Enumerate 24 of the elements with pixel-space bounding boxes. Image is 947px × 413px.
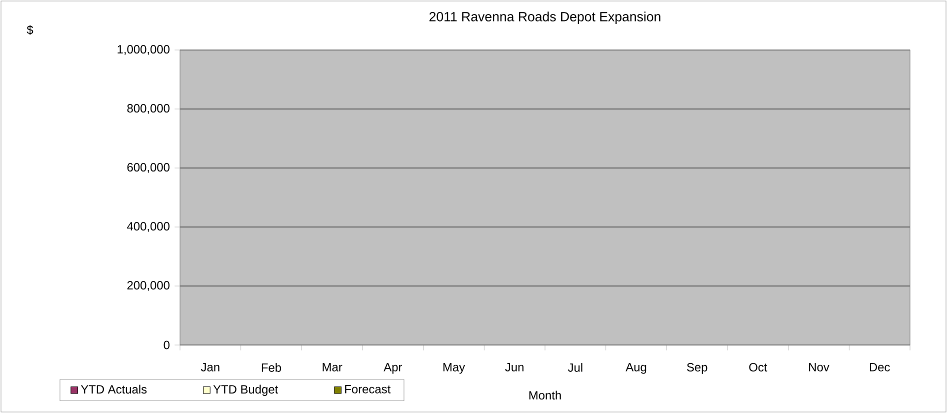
y-tick-label: 800,000 (127, 104, 170, 114)
x-tick-label: May (443, 363, 466, 374)
legend-label: YTD Budget (213, 384, 278, 396)
x-tick-label: Sep (686, 363, 708, 374)
x-tick-label: Feb (262, 363, 282, 372)
y-tick-label: 1,000,000 (118, 45, 170, 55)
x-tick-label: Jul (568, 363, 582, 372)
x-tick-label: Oct (749, 363, 768, 372)
chart-title: 2011 Ravenna Roads Depot Expansion (429, 12, 660, 24)
legend-label: Forecast (345, 385, 391, 394)
legend-label: YTD Actuals (80, 384, 147, 394)
x-tick-label: Nov (809, 363, 830, 372)
x-tick-label: Aug (626, 363, 646, 374)
y-tick-label: 400,000 (127, 222, 170, 232)
x-tick-label: Mar (322, 363, 342, 372)
y-tick-label: 600,000 (127, 163, 170, 173)
y-tick-label: 200,000 (127, 281, 170, 291)
x-tick-label: Jun (505, 363, 524, 372)
x-tick-label: Apr (384, 363, 402, 374)
text: $ (26, 25, 34, 35)
x-axis-title: Month (529, 390, 561, 400)
x-tick-label: Jan (200, 363, 220, 372)
y-tick-label: 0 (164, 340, 170, 350)
x-tick-label: Dec (870, 363, 890, 372)
